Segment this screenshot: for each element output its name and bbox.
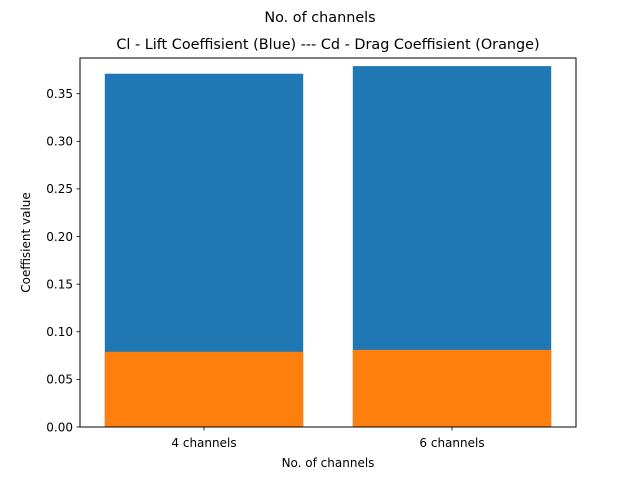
y-tick-label: 0.20 — [46, 230, 73, 244]
x-tick-label: 4 channels — [171, 436, 236, 450]
x-axis-ticks: 4 channels 6 channels — [171, 427, 485, 450]
y-tick-label: 0.15 — [46, 277, 73, 291]
x-tick-label: 6 channels — [419, 436, 484, 450]
y-tick-label: 0.25 — [46, 182, 73, 196]
y-tick-label: 0.30 — [46, 135, 73, 149]
bars-group — [104, 66, 552, 428]
y-tick-label: 0.10 — [46, 325, 73, 339]
bar-cd-1 — [352, 349, 552, 427]
chart-suptitle: No. of channels — [264, 10, 375, 26]
y-axis-ticks: 0.00 0.05 0.10 0.15 0.20 0.25 0.30 0.35 — [46, 87, 80, 434]
y-tick-label: 0.00 — [46, 420, 73, 434]
chart-title: Cl - Lift Coeffisient (Blue) --- Cd - Dr… — [116, 37, 539, 53]
y-tick-label: 0.05 — [46, 373, 73, 387]
y-axis-label: Coeffisient value — [19, 192, 33, 293]
x-axis-label: No. of channels — [282, 456, 375, 470]
y-tick-label: 0.35 — [46, 87, 73, 101]
plot-frame — [79, 57, 577, 428]
bar-cd-0 — [104, 351, 304, 427]
